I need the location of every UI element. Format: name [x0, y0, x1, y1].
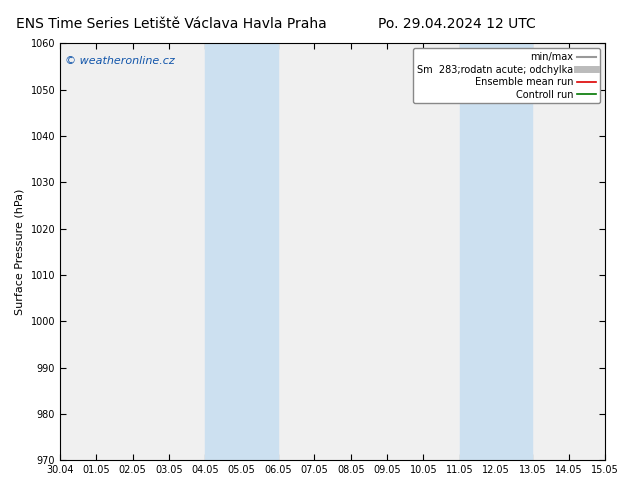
Bar — [205, 44, 278, 460]
Legend: min/max, Sm  283;rodatn acute; odchylka, Ensemble mean run, Controll run: min/max, Sm 283;rodatn acute; odchylka, … — [413, 49, 600, 103]
Text: © weatheronline.cz: © weatheronline.cz — [65, 56, 175, 66]
Text: ENS Time Series Letiště Václava Havla Praha: ENS Time Series Letiště Václava Havla Pr… — [16, 17, 327, 31]
Text: Po. 29.04.2024 12 UTC: Po. 29.04.2024 12 UTC — [378, 17, 535, 31]
Y-axis label: Surface Pressure (hPa): Surface Pressure (hPa) — [15, 189, 25, 315]
Bar — [460, 44, 533, 460]
